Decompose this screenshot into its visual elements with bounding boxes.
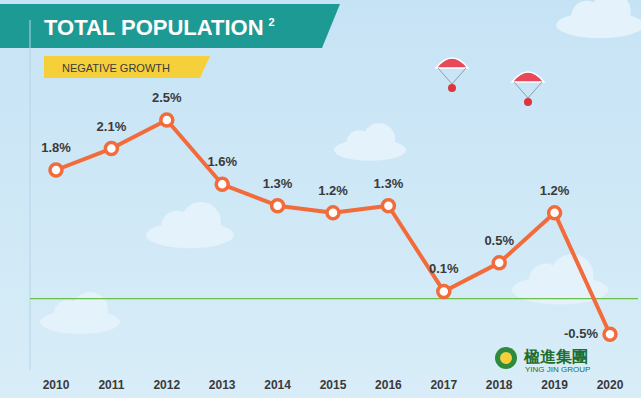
- data-label: 1.2%: [318, 183, 348, 198]
- marker: [161, 114, 173, 126]
- marker: [604, 328, 616, 340]
- grid-line: [30, 298, 638, 299]
- data-label: -0.5%: [564, 326, 598, 341]
- marker: [438, 285, 450, 297]
- marker: [382, 200, 394, 212]
- data-label: 1.3%: [263, 176, 293, 191]
- title: TOTAL POPULATION: [44, 15, 264, 40]
- canopy: [512, 72, 544, 82]
- cloud-part: [181, 202, 221, 242]
- background: [0, 0, 641, 398]
- canopy: [436, 58, 468, 68]
- marker: [50, 164, 62, 176]
- cloud-part: [363, 123, 395, 155]
- data-label: 2.1%: [97, 119, 127, 134]
- x-tick-label: 2016: [375, 378, 402, 392]
- data-label: 1.2%: [540, 183, 570, 198]
- x-tick-label: 2018: [486, 378, 513, 392]
- marker: [105, 143, 117, 155]
- x-tick-label: 2010: [43, 378, 70, 392]
- cloud: [334, 123, 406, 161]
- logo-icon-inner: [500, 352, 512, 364]
- title-note: 2: [269, 16, 275, 28]
- marker: [327, 207, 339, 219]
- x-tick-label: 2017: [430, 378, 457, 392]
- parachute: [436, 58, 468, 92]
- data-label: 0.1%: [429, 261, 459, 276]
- chart: TOTAL POPULATION 2 NEGATIVE GROWTH 1.8% 2.1%…: [0, 0, 641, 398]
- cloud: [146, 202, 234, 248]
- subtitle: NEGATIVE GROWTH: [62, 62, 170, 74]
- plot-area: [50, 114, 616, 340]
- marker: [272, 200, 284, 212]
- marker: [549, 207, 561, 219]
- jumper: [524, 98, 532, 106]
- cloud-part: [591, 0, 631, 32]
- data-label: 1.6%: [207, 154, 237, 169]
- logo-text: 楹進集團: [523, 348, 588, 365]
- cloud-part: [72, 292, 108, 328]
- cloud: [556, 0, 641, 38]
- cord: [452, 68, 466, 84]
- x-tick-label: 2015: [320, 378, 347, 392]
- title-banner: [0, 4, 340, 48]
- x-tick-label: 2012: [153, 378, 180, 392]
- logo: 楹進集團YING JIN GROUP: [495, 347, 590, 374]
- x-tick-label: 2020: [597, 378, 624, 392]
- x-tick-label: 2013: [209, 378, 236, 392]
- logo-subtext: YING JIN GROUP: [525, 365, 590, 374]
- data-label: 1.3%: [374, 176, 404, 191]
- cord: [514, 82, 528, 98]
- line: [56, 120, 610, 334]
- marker: [493, 257, 505, 269]
- subtitle-tag: [44, 56, 210, 78]
- y-axis-line: [30, 20, 31, 370]
- logo-icon: [495, 347, 517, 369]
- x-tick-label: 2019: [541, 378, 568, 392]
- x-tick-label: 2011: [98, 378, 124, 392]
- parachute: [512, 72, 544, 106]
- x-tick-label: 2014: [264, 378, 291, 392]
- data-label: 0.5%: [484, 233, 514, 248]
- cord: [438, 68, 452, 84]
- data-label: 1.8%: [41, 140, 71, 155]
- chart-root: TOTAL POPULATION 2 NEGATIVE GROWTH 1.8% 2.1%…: [0, 0, 641, 398]
- jumper: [448, 84, 456, 92]
- cord: [528, 82, 542, 98]
- data-label: 2.5%: [152, 90, 182, 105]
- marker: [216, 178, 228, 190]
- cloud-part: [550, 254, 593, 297]
